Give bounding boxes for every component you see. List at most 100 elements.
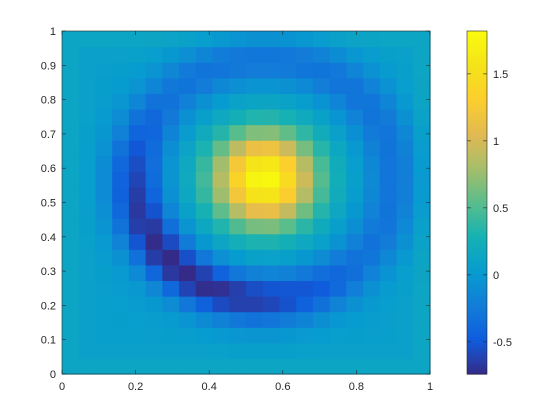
heatmap-cell	[179, 124, 197, 141]
heatmap-cell	[296, 31, 314, 48]
colorbar-segment	[467, 131, 487, 135]
heatmap-cell	[212, 311, 230, 328]
heatmap-cell	[329, 124, 347, 141]
colorbar-segment	[467, 71, 487, 75]
heatmap-cell	[112, 171, 130, 188]
colorbar-segment	[467, 176, 487, 181]
heatmap-cell	[379, 296, 398, 313]
heatmap-cell	[128, 342, 147, 360]
colorbar-segment	[467, 151, 487, 155]
heatmap-cell	[62, 311, 80, 328]
heatmap-cell	[396, 264, 414, 282]
heatmap-cell	[279, 31, 297, 48]
colorbar-segment	[467, 99, 487, 104]
heatmap-cell	[379, 62, 398, 79]
heatmap-cell	[379, 311, 398, 328]
heatmap-cell	[95, 218, 113, 235]
heatmap-cell	[262, 202, 281, 219]
colorbar-segment	[467, 62, 487, 66]
heatmap-cell	[212, 140, 230, 157]
heatmap-cell	[262, 31, 281, 48]
heatmap-cell	[379, 264, 398, 282]
heatmap-cell	[78, 280, 97, 297]
heatmap-cell	[62, 93, 80, 110]
heatmap-cell	[145, 280, 163, 297]
x-tick-label: 0.4	[202, 381, 217, 393]
colorbar-segment	[467, 279, 487, 284]
colorbar-segment	[467, 222, 487, 226]
heatmap-cell	[128, 62, 147, 79]
heatmap-cell	[379, 108, 398, 126]
heatmap-cell	[296, 155, 314, 172]
heatmap-cell	[262, 311, 281, 328]
colorbar-segment	[467, 325, 487, 329]
heatmap-cell	[279, 342, 297, 360]
colorbar-segment	[467, 56, 487, 61]
heatmap-cells	[62, 31, 431, 375]
colorbar-segment	[467, 102, 487, 106]
heatmap-cell	[262, 342, 281, 360]
heatmap-cell	[379, 186, 398, 204]
y-tick-label: 0.1	[41, 335, 56, 347]
heatmap-cell	[162, 108, 180, 126]
heatmap-cell	[78, 342, 97, 360]
heatmap-cell	[179, 342, 197, 360]
heatmap-cell	[262, 62, 281, 79]
heatmap-cell	[112, 249, 130, 266]
heatmap-cell	[329, 77, 347, 94]
colorbar-segment	[467, 39, 487, 44]
heatmap-cell	[179, 264, 197, 282]
colorbar-segment	[467, 362, 487, 367]
heatmap-cell	[279, 155, 297, 172]
heatmap-cell	[112, 46, 130, 63]
heatmap-cell	[128, 124, 147, 141]
heatmap-cell	[396, 108, 414, 126]
heatmap-cell	[363, 108, 381, 126]
heatmap-cell	[396, 46, 414, 63]
heatmap-cell	[162, 342, 180, 360]
heatmap-cell	[279, 280, 297, 297]
heatmap-cell	[195, 358, 214, 375]
heatmap-cell	[396, 311, 414, 328]
heatmap-cell	[246, 186, 264, 204]
colorbar-segment	[467, 356, 487, 361]
heatmap-cell	[112, 31, 130, 48]
x-tick-label: 0	[59, 381, 65, 393]
heatmap-cell	[179, 249, 197, 266]
heatmap-cell	[312, 218, 331, 235]
heatmap-cell	[195, 77, 214, 94]
heatmap-cell	[363, 93, 381, 110]
colorbar-segment	[467, 316, 487, 321]
heatmap-cell	[296, 124, 314, 141]
heatmap-cell	[363, 280, 381, 297]
heatmap-cell	[279, 124, 297, 141]
heatmap-cell	[413, 249, 431, 266]
heatmap-cell	[346, 264, 364, 282]
heatmap-cell	[62, 358, 80, 375]
heatmap-cell	[179, 186, 197, 204]
heatmap-cell	[396, 77, 414, 94]
heatmap-cell	[296, 140, 314, 157]
heatmap-cell	[78, 218, 97, 235]
heatmap-cell	[379, 31, 398, 48]
heatmap-cell	[162, 77, 180, 94]
colorbar-segment	[467, 305, 487, 309]
colorbar-segment	[467, 59, 487, 64]
colorbar-segment	[467, 311, 487, 315]
heatmap-cell	[262, 280, 281, 297]
heatmap-cell	[195, 108, 214, 126]
heatmap-cell	[363, 155, 381, 172]
heatmap-cell	[363, 171, 381, 188]
heatmap-cell	[296, 358, 314, 375]
heatmap-cell	[112, 93, 130, 110]
heatmap-cell	[212, 296, 230, 313]
heatmap-cell	[413, 93, 431, 110]
heatmap-cell	[145, 108, 163, 126]
colorbar-segment	[467, 353, 487, 358]
colorbar-segment	[467, 142, 487, 146]
heatmap-cell	[162, 311, 180, 328]
heatmap-cell	[329, 46, 347, 63]
heatmap-cell	[246, 358, 264, 375]
colorbar-segment	[467, 291, 487, 295]
heatmap-cell	[62, 202, 80, 219]
